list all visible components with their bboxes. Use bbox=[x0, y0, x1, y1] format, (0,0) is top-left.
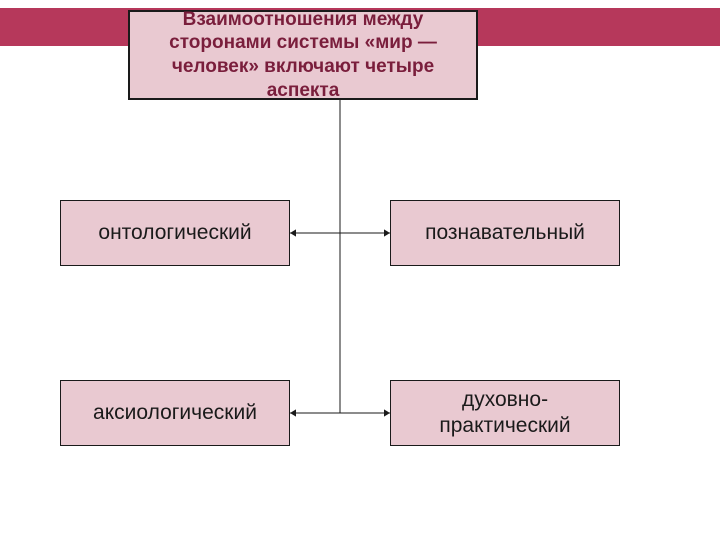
aspect-box-axiological: аксиологический bbox=[60, 380, 290, 446]
aspect-label: познавательный bbox=[425, 220, 585, 246]
aspect-label: духовно-практический bbox=[397, 387, 613, 440]
aspect-box-ontological: онтологический bbox=[60, 200, 290, 266]
diagram-stage: Взаимоотношения между сторонами системы … bbox=[0, 0, 720, 540]
title-box: Взаимоотношения между сторонами системы … bbox=[128, 10, 478, 100]
aspect-label: онтологический bbox=[98, 220, 251, 246]
aspect-box-cognitive: познавательный bbox=[390, 200, 620, 266]
aspect-label: аксиологический bbox=[93, 400, 257, 426]
aspect-box-spiritual-practical: духовно-практический bbox=[390, 380, 620, 446]
title-text: Взаимоотношения между сторонами системы … bbox=[140, 8, 466, 103]
